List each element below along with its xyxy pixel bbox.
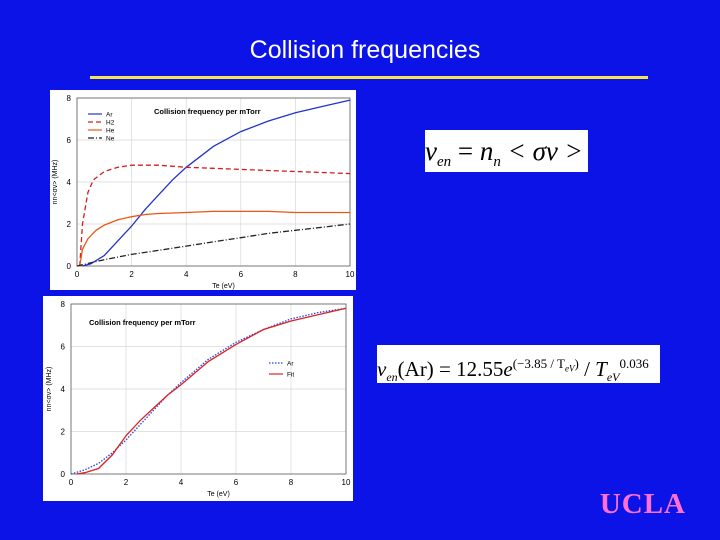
eq2-slash: / xyxy=(578,357,596,381)
x-tick-label: 10 xyxy=(346,270,355,279)
series-line-ar xyxy=(70,307,347,475)
series-line-h2 xyxy=(79,164,351,267)
eq2-T-pow: 0.036 xyxy=(619,356,649,371)
legend-label-ar: Ar xyxy=(287,361,294,368)
y-tick-label: 2 xyxy=(61,428,66,437)
plot-frame xyxy=(76,97,351,267)
equation-argon-fit: νen(Ar) = 12.55e(−3.85 / TeV) / TeV0.036 xyxy=(377,345,660,385)
y-axis-label: nn<σv> (MHz) xyxy=(52,160,59,205)
y-tick-label: 8 xyxy=(61,300,66,309)
x-tick-label: 10 xyxy=(342,478,351,487)
eq1-n: n xyxy=(479,136,494,166)
x-tick-label: 2 xyxy=(129,270,134,279)
eq2-exp-close: ) xyxy=(574,356,579,371)
y-tick-label: 4 xyxy=(67,178,72,187)
title-underline xyxy=(90,76,648,79)
series-line-fit xyxy=(76,307,347,475)
series-line-ar xyxy=(82,99,351,267)
x-tick-label: 8 xyxy=(289,478,294,487)
chart-title: Collision frequency per mTorr xyxy=(154,107,261,116)
chart-title: Collision frequency per mTorr xyxy=(89,318,196,327)
x-tick-label: 6 xyxy=(239,270,244,279)
legend-label-ar: Ar xyxy=(106,112,113,119)
slide-title: Collision frequencies xyxy=(249,36,481,64)
x-tick-label: 4 xyxy=(184,270,189,279)
chart-panel-fit: 0 2 4 6 8 10 0 2 4 6 8 Te (eV) nn<σv> (MHz) Collision… xyxy=(43,296,353,501)
eq2-exponent: (−3.85 / T xyxy=(512,356,565,371)
eq2-nu: ν xyxy=(377,357,387,381)
eq2-exp-sub: eV xyxy=(564,363,575,374)
y-tick-label: 0 xyxy=(67,262,72,271)
x-tick-label: 0 xyxy=(69,478,74,487)
legend-label-he: He xyxy=(106,128,115,135)
series-line-ne xyxy=(76,223,351,267)
eq1-rhs: < σv > xyxy=(500,136,583,166)
equation-collision-frequency: νen = nn < σv > xyxy=(425,130,588,172)
legend-label-h2: H2 xyxy=(106,120,115,127)
y-tick-label: 6 xyxy=(67,136,72,145)
y-tick-label: 4 xyxy=(61,385,66,394)
eq1-nu: ν xyxy=(425,136,437,166)
series-line-he xyxy=(79,210,350,267)
x-tick-label: 2 xyxy=(124,478,129,487)
y-tick-label: 0 xyxy=(61,470,66,479)
y-tick-label: 8 xyxy=(67,94,72,103)
y-tick-label: 6 xyxy=(61,343,66,352)
x-tick-label: 4 xyxy=(179,478,184,487)
x-tick-label: 0 xyxy=(75,270,80,279)
legend-label-ne: Ne xyxy=(106,136,115,143)
x-axis-label: Te (eV) xyxy=(207,491,230,498)
legend-label-fit: Fit xyxy=(287,372,294,379)
eq2-en: en xyxy=(386,370,398,385)
eq2-T: T xyxy=(595,357,607,381)
eq1-equals: = xyxy=(451,136,480,166)
y-axis-label: nn<σv> (MHz) xyxy=(46,367,53,412)
chart-species-svg: 0 2 4 6 8 10 0 2 4 6 8 Te (eV) nn<σv> (MHz) Collision… xyxy=(52,94,355,290)
eq2-T-sub: eV xyxy=(606,370,620,385)
ucla-logo: UCLA xyxy=(599,488,686,520)
chart-panel-species: 0 2 4 6 8 10 0 2 4 6 8 Te (eV) nn<σv> (MHz) Collision… xyxy=(50,90,356,290)
chart-fit-svg: 0 2 4 6 8 10 0 2 4 6 8 Te (eV) nn<σv> (MHz) Collision… xyxy=(46,300,351,498)
x-tick-label: 6 xyxy=(234,478,239,487)
plot-frame xyxy=(70,303,347,475)
eq1-nsub: n xyxy=(493,154,501,171)
x-tick-label: 8 xyxy=(293,270,298,279)
eq2-e: e xyxy=(503,357,513,381)
y-tick-label: 2 xyxy=(67,220,72,229)
x-axis-label: Te (eV) xyxy=(212,283,235,290)
eq1-en: en xyxy=(436,154,452,171)
eq2-ar: (Ar) = 12.55 xyxy=(397,357,504,381)
